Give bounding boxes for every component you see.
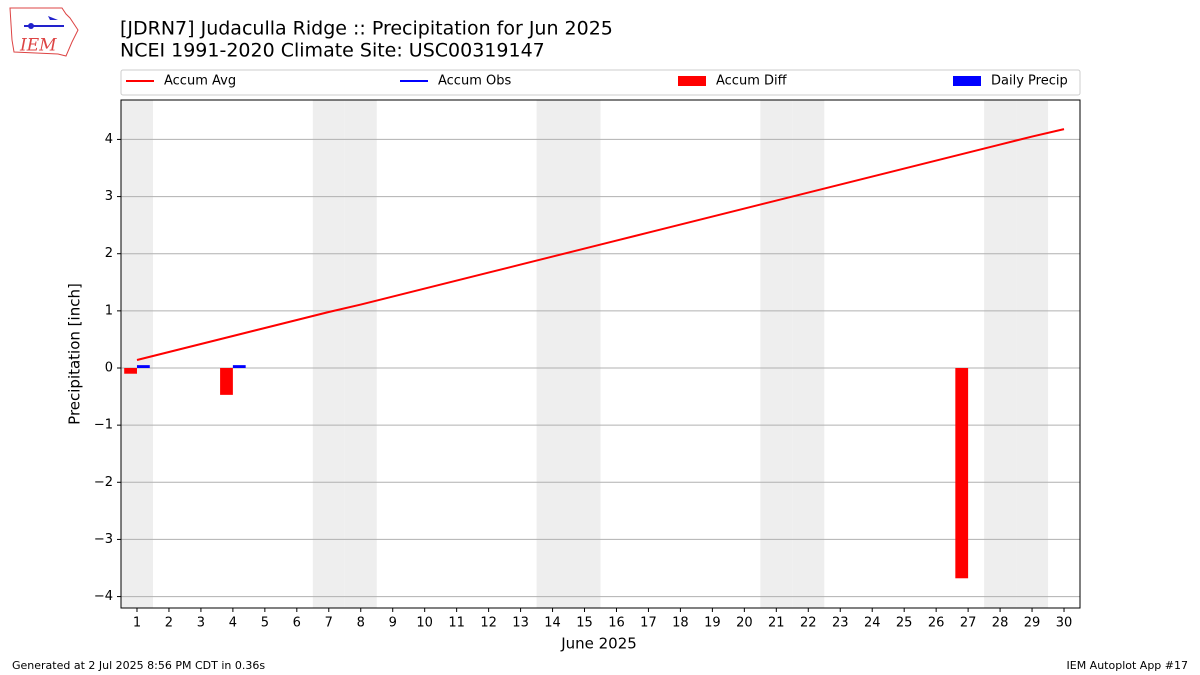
x-tick-label: 11 (448, 616, 465, 631)
x-tick-label: 15 (576, 616, 593, 631)
x-tick-label: 17 (640, 616, 657, 631)
legend-label: Accum Avg (164, 74, 236, 89)
y-axis-label: Precipitation [inch] (66, 283, 84, 425)
x-tick-label: 6 (293, 616, 301, 631)
legend-swatch (953, 76, 981, 86)
x-tick-label: 1 (133, 616, 141, 631)
legend-swatch (678, 76, 706, 86)
x-tick-label: 5 (261, 616, 269, 631)
x-tick-label: 13 (512, 616, 529, 631)
y-tick-label: 0 (105, 361, 113, 376)
y-tick-label: −4 (94, 589, 113, 604)
footer-left: Generated at 2 Jul 2025 8:56 PM CDT in 0… (12, 659, 265, 672)
x-tick-label: 29 (1024, 616, 1041, 631)
x-axis-label: June 2025 (560, 635, 637, 653)
legend: Accum Avg Accum Obs Accum Diff Daily Precip (120, 69, 1081, 96)
x-tick-label: 9 (389, 616, 397, 631)
x-tick-label: 4 (229, 616, 237, 631)
weekend-shade (1016, 100, 1049, 608)
logo-dot (28, 23, 34, 29)
bar (955, 368, 969, 579)
weekend-shade (984, 100, 1017, 608)
chart-title: [JDRN7] Judaculla Ridge :: Precipitation… (120, 18, 613, 40)
x-tick-label: 18 (672, 616, 689, 631)
x-tick-label: 7 (325, 616, 333, 631)
y-tick-label: −1 (94, 418, 113, 433)
footer-right: IEM Autoplot App #17 (1067, 659, 1189, 672)
weekend-shade (568, 100, 601, 608)
series-line (136, 128, 1065, 361)
bar (124, 368, 137, 374)
x-tick-label: 19 (704, 616, 721, 631)
legend-label: Accum Diff (716, 74, 788, 89)
logo: IEM (9, 7, 79, 57)
weekend-shade (121, 100, 153, 608)
logo-outline (9, 7, 79, 57)
y-tick-label: 4 (105, 132, 113, 147)
weekend-shade (312, 100, 345, 608)
x-tick-label: 12 (480, 616, 497, 631)
x-tick-label: 28 (992, 616, 1009, 631)
bar (136, 365, 150, 368)
y-tick-label: 2 (105, 246, 113, 261)
plot-frame (120, 99, 1081, 609)
weekend-shade (760, 100, 793, 608)
x-tick-label: 10 (416, 616, 433, 631)
weekend-shade (792, 100, 825, 608)
bar (220, 368, 233, 395)
y-tick-label: 3 (105, 189, 113, 204)
logo-flag (48, 16, 58, 20)
x-tick-label: 30 (1056, 616, 1073, 631)
x-tick-label: 23 (832, 616, 849, 631)
weekend-shade (536, 100, 569, 608)
x-tick-label: 21 (768, 616, 785, 631)
bar (232, 365, 246, 368)
x-tick-label: 26 (928, 616, 945, 631)
y-tick-label: 1 (105, 303, 113, 318)
legend-label: Daily Precip (991, 74, 1068, 89)
y-tick-label: −3 (94, 532, 113, 547)
x-tick-label: 25 (896, 616, 913, 631)
x-tick-label: 22 (800, 616, 817, 631)
x-tick-label: 2 (165, 616, 173, 631)
legend-frame (120, 69, 1081, 96)
weekend-shade (344, 100, 377, 608)
chart-subtitle: NCEI 1991-2020 Climate Site: USC00319147 (120, 40, 545, 62)
x-tick-label: 14 (544, 616, 561, 631)
y-tick-label: −2 (94, 475, 113, 490)
x-tick-label: 16 (608, 616, 625, 631)
legend-label: Accum Obs (438, 74, 511, 89)
x-tick-label: 3 (197, 616, 205, 631)
x-tick-label: 8 (357, 616, 365, 631)
x-tick-label: 20 (736, 616, 753, 631)
logo-text: IEM (19, 36, 57, 56)
x-tick-label: 27 (960, 616, 977, 631)
x-tick-label: 24 (864, 616, 881, 631)
